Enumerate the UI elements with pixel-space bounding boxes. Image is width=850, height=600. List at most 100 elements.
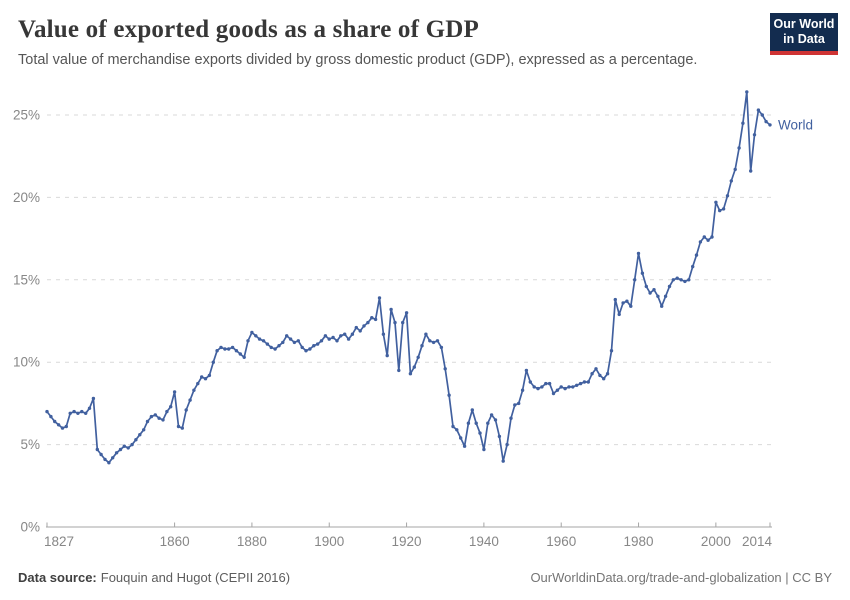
data-point-marker[interactable]	[370, 316, 374, 320]
data-point-marker[interactable]	[242, 355, 246, 359]
data-point-marker[interactable]	[265, 342, 270, 346]
series-label-world[interactable]: World	[778, 117, 813, 132]
data-point-marker[interactable]	[56, 423, 61, 427]
data-point-marker[interactable]	[393, 320, 397, 325]
data-point-marker[interactable]	[404, 311, 409, 315]
data-point-marker[interactable]	[149, 414, 154, 419]
data-point-marker[interactable]	[91, 396, 96, 401]
data-point-marker[interactable]	[582, 380, 587, 384]
data-point-marker[interactable]	[513, 403, 517, 407]
data-point-marker[interactable]	[609, 349, 614, 353]
data-point-marker[interactable]	[663, 294, 668, 298]
data-point-marker[interactable]	[114, 451, 119, 455]
data-point-marker[interactable]	[602, 377, 606, 381]
data-point-marker[interactable]	[482, 447, 486, 452]
data-point-marker[interactable]	[72, 409, 76, 414]
data-point-marker[interactable]	[211, 360, 215, 364]
data-point-marker[interactable]	[555, 388, 560, 392]
data-point-marker[interactable]	[497, 434, 502, 439]
data-point-marker[interactable]	[636, 251, 641, 256]
data-point-marker[interactable]	[184, 408, 188, 412]
data-point-marker[interactable]	[694, 253, 699, 257]
data-point-marker[interactable]	[207, 373, 212, 378]
data-point-marker[interactable]	[443, 367, 447, 371]
data-point-marker[interactable]	[737, 146, 741, 150]
data-point-marker[interactable]	[339, 334, 343, 338]
data-point-marker[interactable]	[536, 386, 540, 391]
data-point-marker[interactable]	[733, 167, 737, 172]
data-point-marker[interactable]	[250, 330, 254, 335]
data-point-marker[interactable]	[462, 444, 467, 448]
data-point-marker[interactable]	[551, 391, 556, 396]
data-point-marker[interactable]	[273, 347, 277, 351]
data-point-marker[interactable]	[138, 433, 142, 437]
data-point-marker[interactable]	[633, 278, 637, 282]
data-point-marker[interactable]	[652, 288, 656, 292]
data-point-marker[interactable]	[219, 345, 223, 350]
data-point-marker[interactable]	[308, 347, 312, 351]
data-point-marker[interactable]	[660, 304, 664, 308]
data-point-marker[interactable]	[745, 90, 749, 94]
data-point-marker[interactable]	[319, 339, 324, 343]
data-point-marker[interactable]	[111, 456, 115, 460]
data-point-marker[interactable]	[451, 424, 455, 429]
data-point-marker[interactable]	[505, 442, 509, 447]
data-point-marker[interactable]	[122, 444, 127, 448]
data-point-marker[interactable]	[621, 301, 625, 305]
data-point-marker[interactable]	[613, 297, 617, 302]
data-point-marker[interactable]	[288, 337, 293, 341]
data-point-marker[interactable]	[161, 418, 165, 422]
data-point-marker[interactable]	[667, 284, 672, 289]
data-point-marker[interactable]	[153, 413, 157, 417]
data-point-marker[interactable]	[416, 355, 420, 359]
data-point-marker[interactable]	[95, 447, 100, 452]
data-point-marker[interactable]	[501, 459, 505, 463]
data-point-marker[interactable]	[617, 312, 621, 317]
data-point-marker[interactable]	[431, 340, 436, 345]
data-point-marker[interactable]	[354, 325, 358, 330]
data-point-marker[interactable]	[373, 317, 378, 322]
data-point-marker[interactable]	[489, 413, 494, 417]
data-point-marker[interactable]	[764, 119, 768, 124]
data-point-marker[interactable]	[687, 278, 691, 282]
data-point-marker[interactable]	[176, 424, 181, 429]
data-point-marker[interactable]	[257, 337, 262, 341]
data-point-marker[interactable]	[312, 344, 316, 348]
data-point-marker[interactable]	[760, 113, 764, 117]
data-point-marker[interactable]	[296, 339, 300, 343]
data-point-marker[interactable]	[281, 340, 285, 345]
data-point-marker[interactable]	[478, 431, 482, 435]
data-point-marker[interactable]	[107, 461, 111, 465]
data-point-marker[interactable]	[424, 332, 428, 336]
data-point-marker[interactable]	[346, 337, 351, 341]
data-point-marker[interactable]	[223, 347, 227, 351]
data-point-marker[interactable]	[84, 411, 88, 415]
data-point-marker[interactable]	[68, 411, 72, 415]
data-point-marker[interactable]	[710, 235, 714, 239]
data-point-marker[interactable]	[327, 337, 331, 341]
data-point-marker[interactable]	[493, 418, 498, 422]
data-point-marker[interactable]	[172, 390, 177, 394]
data-point-marker[interactable]	[605, 372, 610, 376]
data-point-marker[interactable]	[470, 408, 474, 412]
data-point-marker[interactable]	[142, 428, 146, 432]
data-point-marker[interactable]	[130, 442, 134, 447]
data-point-marker[interactable]	[377, 296, 382, 300]
data-point-marker[interactable]	[269, 345, 273, 350]
data-point-marker[interactable]	[261, 339, 266, 343]
data-point-marker[interactable]	[60, 426, 65, 430]
data-point-marker[interactable]	[385, 353, 389, 358]
data-point-marker[interactable]	[486, 421, 490, 425]
owid-logo[interactable]: Our World in Data	[770, 13, 838, 55]
data-point-marker[interactable]	[547, 381, 552, 386]
data-point-marker[interactable]	[169, 405, 173, 409]
data-point-marker[interactable]	[629, 304, 633, 308]
data-point-marker[interactable]	[350, 332, 355, 336]
data-point-marker[interactable]	[304, 349, 308, 353]
data-point-marker[interactable]	[590, 372, 594, 376]
data-point-markers[interactable]	[45, 90, 772, 465]
data-point-marker[interactable]	[691, 264, 695, 269]
data-point-marker[interactable]	[397, 368, 401, 373]
data-point-marker[interactable]	[203, 377, 208, 381]
